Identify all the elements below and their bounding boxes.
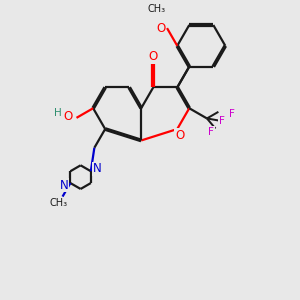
Text: N: N — [59, 179, 68, 192]
Text: N: N — [93, 162, 102, 176]
Text: O: O — [64, 110, 73, 123]
Text: O: O — [156, 22, 165, 34]
Text: O: O — [175, 129, 184, 142]
Text: H: H — [55, 108, 62, 118]
Text: CH₃: CH₃ — [49, 198, 67, 208]
Text: CH₃: CH₃ — [147, 4, 165, 14]
Text: F: F — [229, 109, 235, 119]
Text: F: F — [208, 127, 214, 136]
Text: F: F — [219, 116, 224, 126]
Text: O: O — [148, 50, 158, 63]
